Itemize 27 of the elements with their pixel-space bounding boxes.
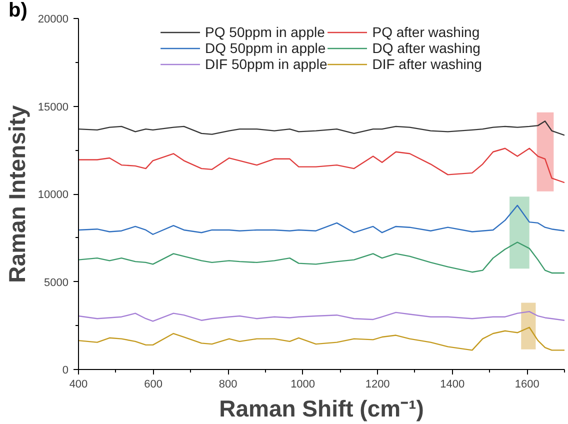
y-tick-label: 15000 (38, 101, 69, 114)
line-series (78, 148, 564, 184)
y-tick-label: 10000 (38, 189, 69, 201)
x-tick-label: 1400 (440, 378, 465, 390)
legend-label: PQ 50ppm in apple (205, 24, 325, 40)
legend-label: DIF after washing (372, 56, 482, 72)
legend-label: DQ after washing (372, 40, 480, 56)
x-tick-label: 1600 (514, 378, 540, 390)
line-series (78, 310, 564, 322)
y-tick-label: 0 (62, 364, 69, 376)
x-axis-title: Raman Shift (cm⁻¹) (219, 396, 424, 422)
y-tick-label: 20000 (38, 14, 69, 26)
legend-label: DIF 50ppm in apple (205, 56, 328, 72)
x-tick-label: 800 (218, 378, 238, 390)
legend-label: PQ after washing (372, 24, 480, 40)
x-tick-label: 1200 (365, 378, 390, 390)
line-series (78, 326, 564, 351)
y-tick-label: 5000 (44, 276, 69, 289)
line-series (78, 120, 564, 136)
x-tick-label: 400 (69, 378, 88, 390)
y-axis-title: Raman Intensity (4, 104, 30, 283)
x-tick-label: 1000 (290, 378, 316, 390)
text: b) (8, 0, 28, 22)
legend-label: DQ 50ppm in apple (205, 40, 326, 56)
x-tick-label: 600 (144, 378, 162, 390)
line-series (78, 242, 564, 274)
line-series (78, 204, 564, 235)
